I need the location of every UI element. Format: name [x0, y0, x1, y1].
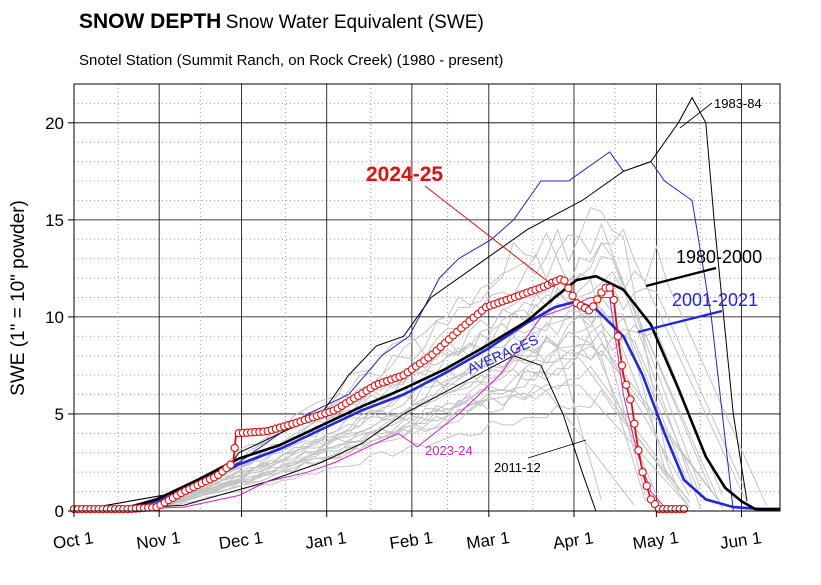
x-tick-label: Jun 1	[719, 528, 763, 553]
series-marker-2024-25	[642, 481, 651, 490]
series-marker-2024-25	[622, 380, 631, 389]
series-marker-2024-25	[613, 332, 623, 341]
series-marker-2024-25	[589, 302, 598, 311]
x-tick-label: Apr 1	[552, 528, 595, 552]
label-2011-12: 2011-12	[494, 460, 541, 475]
y-axis-label: SWE (1" = 10" powder)	[8, 200, 29, 396]
y-tick-label: 0	[55, 502, 64, 521]
label-2001-2021: 2001-2021	[672, 290, 758, 310]
background-year-line	[73, 323, 712, 512]
background-year-line	[73, 334, 602, 512]
series-line-2023-24	[73, 297, 679, 512]
series-marker-2024-25	[605, 283, 614, 292]
leader-2024-25	[424, 185, 556, 288]
y-tick-label: 10	[45, 308, 64, 327]
series-marker-2024-25	[626, 395, 635, 404]
series-marker-2024-25	[609, 295, 618, 305]
series-marker-2024-25	[679, 504, 689, 514]
background-years	[73, 206, 767, 512]
label-2024-25: 2024-25	[366, 163, 443, 186]
y-tick-label: 20	[45, 114, 64, 133]
label-2023-24: 2023-24	[425, 443, 473, 458]
leader-1980-2000	[645, 266, 717, 288]
label-1980-2000: 1980-2000	[676, 247, 762, 267]
x-tick-label: Dec 1	[218, 528, 265, 553]
y-tick-label: 5	[55, 405, 64, 424]
background-year-line	[73, 206, 668, 512]
background-year-line	[73, 342, 723, 512]
x-tick-label: Feb 1	[388, 528, 434, 553]
chart-subtitle: Snotel Station (Summit Ranch, on Rock Cr…	[79, 52, 504, 69]
chart-grid	[74, 84, 780, 511]
series-markers	[69, 275, 689, 514]
plot-frame	[73, 83, 781, 512]
label-1983-84: 1983-84	[714, 96, 762, 111]
series-marker-2024-25	[638, 468, 647, 477]
series-marker-2024-25	[630, 419, 639, 428]
x-tick-label: Nov 1	[135, 528, 182, 553]
series-marker-2024-25	[568, 291, 577, 300]
leader-2011-12	[527, 439, 587, 459]
leader-1983-84	[679, 102, 713, 129]
series-line-1980-2000	[73, 274, 780, 513]
series-line-1983-84	[73, 96, 748, 512]
background-year-line	[73, 365, 690, 512]
series-marker-2024-25	[560, 276, 569, 285]
series-marker-2024-25	[230, 443, 239, 453]
x-tick-label: Oct 1	[52, 528, 95, 552]
x-tick-label: May 1	[631, 528, 679, 553]
y-tick-label: 15	[45, 211, 64, 230]
background-year-line	[73, 231, 657, 512]
x-tick-label: Jan 1	[304, 528, 348, 553]
background-year-line	[73, 389, 690, 512]
chart-title: SNOW DEPTH Snow Water Equivalent (SWE)	[79, 10, 484, 34]
series-marker-2024-25	[226, 460, 235, 469]
x-tick-label: Mar 1	[465, 528, 511, 553]
chart-title-main: SNOW DEPTH	[79, 10, 222, 33]
series-marker-2024-25	[634, 446, 643, 455]
series-line-2011-12	[73, 355, 597, 512]
series-marker-2024-25	[617, 361, 627, 370]
background-year-line	[73, 222, 701, 512]
leader-2001-2021	[637, 309, 723, 334]
chart-title-sub: Snow Water Equivalent (SWE)	[225, 12, 484, 33]
series-marker-2024-25	[593, 295, 602, 304]
background-year-line	[73, 335, 701, 512]
series-marker-2024-25	[564, 284, 573, 293]
